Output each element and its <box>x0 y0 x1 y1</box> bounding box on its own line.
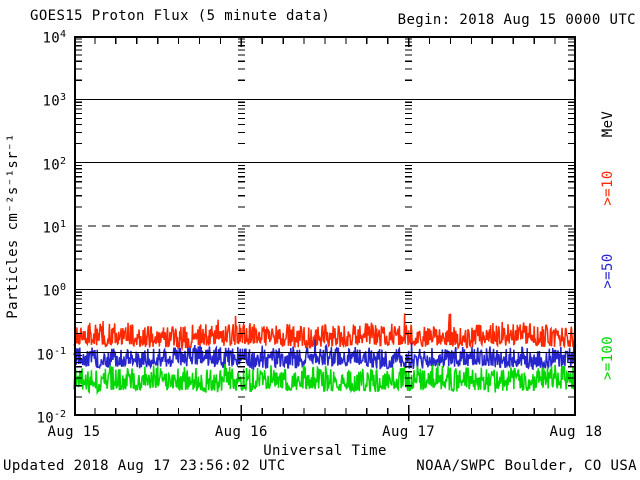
y-tick-label: 104 <box>42 29 67 47</box>
footer-source: NOAA/SWPC Boulder, CO USA <box>416 458 637 474</box>
legend-ge50: >=50 <box>600 253 616 289</box>
x-tick-label: Aug 16 <box>214 424 268 440</box>
y-tick-label: 100 <box>42 282 67 300</box>
x-tick-label: Aug 15 <box>47 424 101 440</box>
legend-ge100: >=100 <box>600 335 616 381</box>
x-tick-label: Aug 17 <box>382 424 436 440</box>
legend-unit-mev: MeV <box>600 110 616 138</box>
y-tick-label: 102 <box>42 155 67 174</box>
y-tick-label: 103 <box>42 92 67 110</box>
x-axis-title: Universal Time <box>263 443 387 459</box>
y-tick-label: 10-1 <box>36 345 66 364</box>
legend-ge10: >=10 <box>600 170 616 206</box>
footer-updated: Updated 2018 Aug 17 23:56:02 UTC <box>3 458 286 474</box>
chart-title: GOES15 Proton Flux (5 minute data) <box>30 8 331 24</box>
y-tick-label: 10-2 <box>36 409 66 427</box>
plot-area <box>73 36 577 421</box>
x-tick-label: Aug 18 <box>549 424 603 440</box>
begin-label: Begin: 2018 Aug 15 0000 UTC <box>397 12 636 28</box>
y-tick-label: 101 <box>42 219 67 237</box>
